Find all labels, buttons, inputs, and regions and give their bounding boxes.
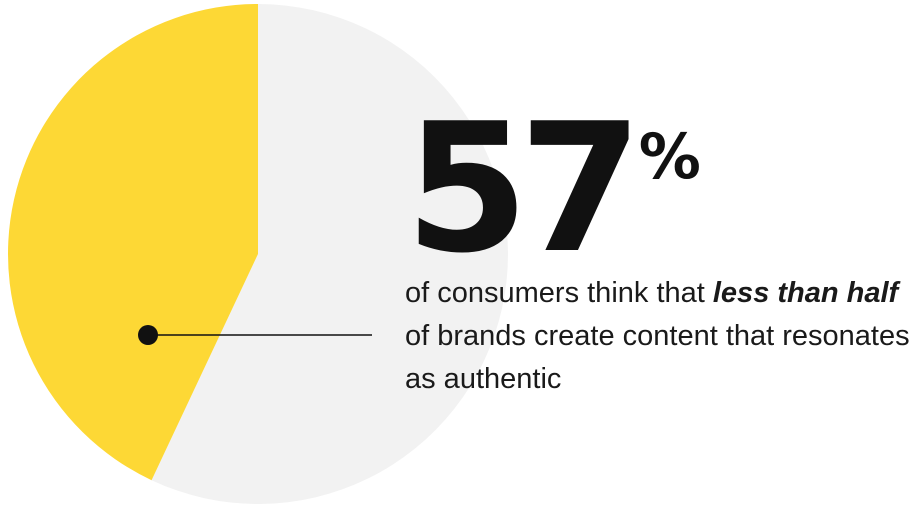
pie-slices xyxy=(7,4,508,504)
annotation-after: of brands create content that resonates … xyxy=(405,320,910,395)
highlight-unit: % xyxy=(638,120,701,193)
annotation-before: of consumers think that xyxy=(405,277,713,309)
annotation-text: of consumers think that less than half o… xyxy=(405,272,915,401)
highlight-value: 57 xyxy=(405,85,643,292)
highlight-stat: 57 % xyxy=(405,100,701,278)
pie-slice-0 xyxy=(151,4,508,504)
leader-dot xyxy=(138,325,158,345)
annotation-emphasis: less than half xyxy=(712,277,899,309)
pie-slice-1 xyxy=(7,4,258,481)
